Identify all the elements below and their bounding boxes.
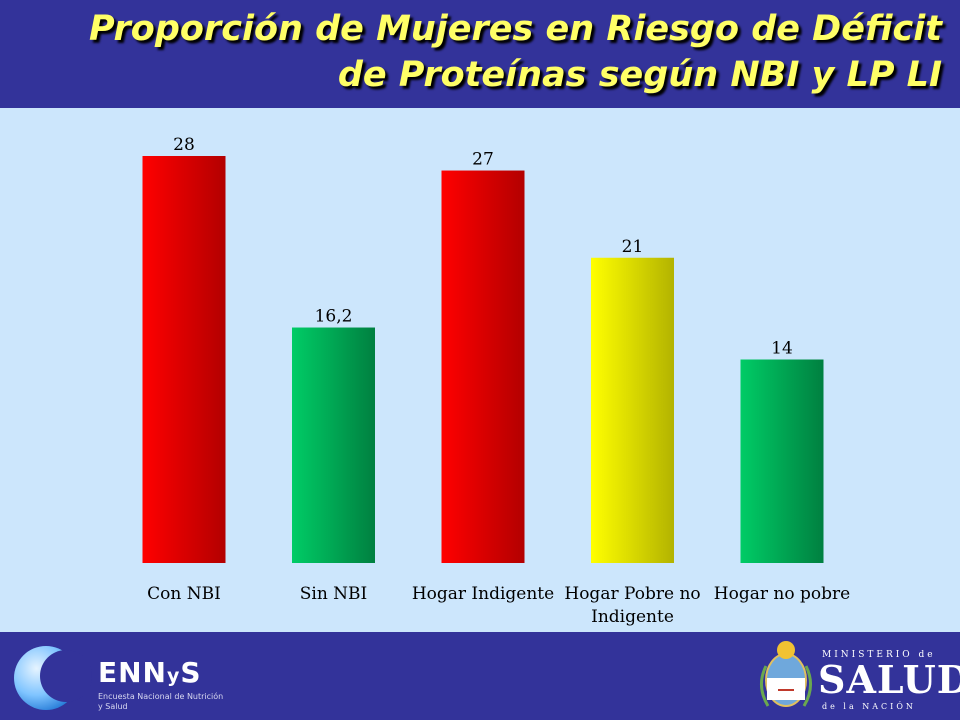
bar-chart: 28 Con NBI 16,2 Sin NBI 27 Hogar Indigente 21 H… <box>142 135 850 627</box>
value-label-2: 27 <box>472 150 494 170</box>
title-bar: Proporción de Mujeres en Riesgo de Défic… <box>0 0 960 108</box>
footer: ENNyS Encuesta Nacional de Nutrición y S… <box>0 632 960 720</box>
coat-of-arms-icon <box>760 641 812 707</box>
ennys-name: ENNyS <box>98 656 202 689</box>
value-label-0: 28 <box>173 135 195 155</box>
value-label-1: 16,2 <box>315 307 353 327</box>
title-line-1: Proporción de Mujeres en Riesgo de Défic… <box>88 9 942 49</box>
value-label-3: 21 <box>622 237 644 257</box>
bar-0 <box>142 156 226 563</box>
bar-1 <box>292 327 375 563</box>
page-title: Proporción de Mujeres en Riesgo de Défic… <box>22 6 942 98</box>
nacion-label: de la NACIÓN <box>822 702 916 711</box>
bar-4 <box>740 359 824 563</box>
ministerio-label: MINISTERIO de <box>822 650 936 660</box>
category-label-2: Hogar Indigente <box>412 584 554 604</box>
ennys-subtitle: Encuesta Nacional de Nutrición y Salud <box>98 692 224 711</box>
category-label-0: Con NBI <box>147 584 221 604</box>
bar-2 <box>441 170 525 563</box>
ministerio-salud-logo: MINISTERIO de SALUD de la NACIÓN <box>756 636 960 716</box>
title-line-2: de Proteínas según NBI y LP LI <box>337 55 942 95</box>
salud-word: SALUD <box>818 657 960 702</box>
ennys-logo: ENNyS Encuesta Nacional de Nutrición y S… <box>12 640 223 714</box>
value-label-4: 14 <box>771 339 793 359</box>
bar-3 <box>591 257 674 563</box>
category-label-3: Hogar Pobre no Indigente <box>564 584 700 627</box>
chart-area: 28 Con NBI 16,2 Sin NBI 27 Hogar Indigente 21 H… <box>0 108 960 632</box>
category-label-1: Sin NBI <box>300 584 368 604</box>
ennys-crescent-icon <box>14 646 92 710</box>
category-label-4: Hogar no pobre <box>714 584 850 604</box>
